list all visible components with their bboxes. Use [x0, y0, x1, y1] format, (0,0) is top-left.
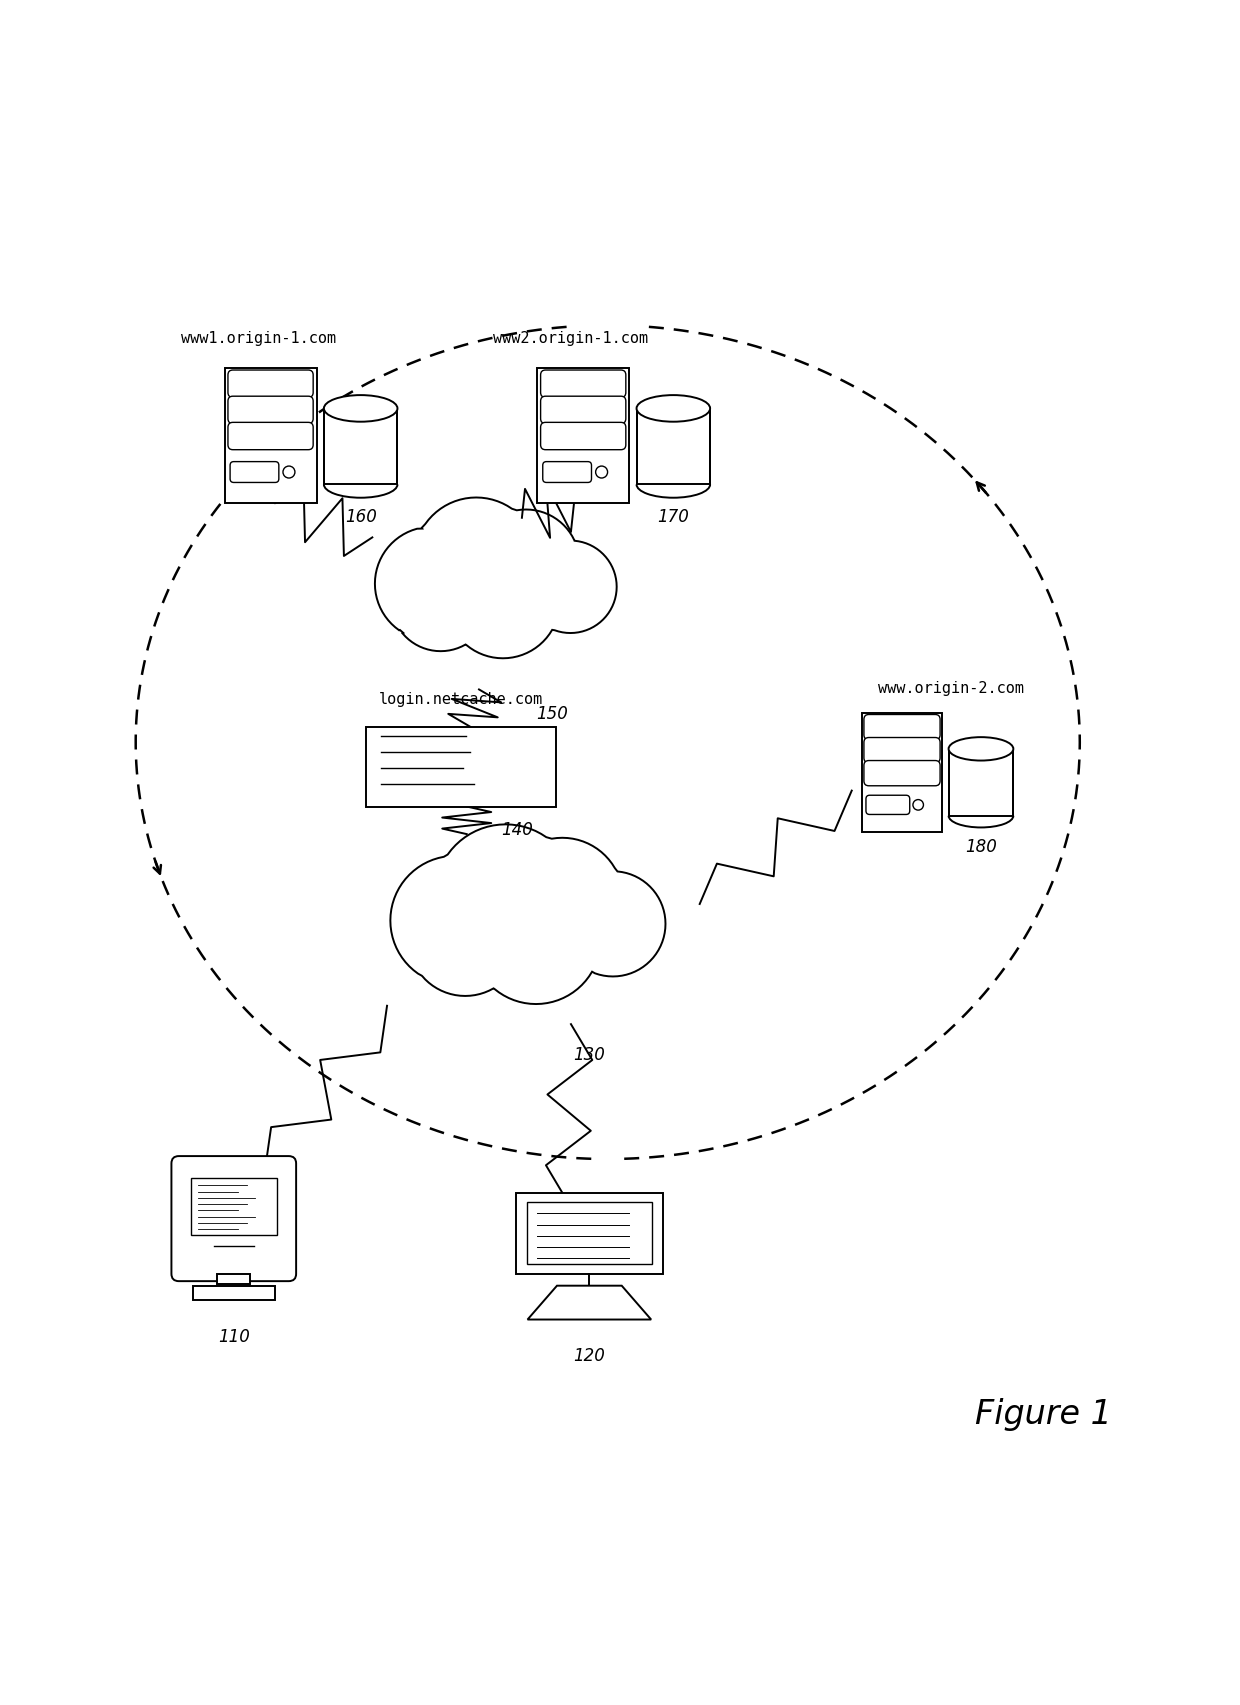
FancyBboxPatch shape	[541, 370, 626, 397]
FancyBboxPatch shape	[541, 396, 626, 423]
Circle shape	[502, 837, 622, 960]
FancyBboxPatch shape	[864, 738, 940, 762]
Text: 160: 160	[345, 508, 377, 525]
Text: 180: 180	[965, 839, 997, 856]
Bar	[324, 409, 398, 484]
Circle shape	[471, 875, 600, 1004]
Text: 150: 150	[537, 706, 568, 723]
Text: www.origin-2.com: www.origin-2.com	[878, 682, 1024, 696]
Text: www2.origin-1.com: www2.origin-1.com	[494, 331, 649, 346]
Circle shape	[435, 824, 577, 967]
Bar	[366, 726, 556, 806]
Bar	[192, 1286, 275, 1301]
Polygon shape	[527, 1286, 651, 1320]
Bar	[516, 1192, 663, 1274]
Circle shape	[391, 856, 520, 985]
Circle shape	[472, 510, 579, 616]
Text: 120: 120	[573, 1347, 605, 1366]
Ellipse shape	[324, 396, 398, 421]
Bar	[527, 1202, 652, 1263]
Text: 110: 110	[218, 1328, 249, 1347]
Circle shape	[560, 871, 666, 977]
Text: Figure 1: Figure 1	[975, 1398, 1111, 1430]
Circle shape	[374, 527, 489, 641]
FancyBboxPatch shape	[228, 396, 314, 423]
Circle shape	[446, 544, 559, 658]
Bar	[636, 409, 711, 484]
Ellipse shape	[636, 396, 711, 421]
Bar	[224, 368, 316, 503]
FancyBboxPatch shape	[543, 462, 591, 483]
Polygon shape	[391, 824, 666, 1004]
Text: 170: 170	[657, 508, 689, 525]
Bar	[537, 368, 629, 503]
Bar	[862, 713, 942, 832]
FancyBboxPatch shape	[171, 1156, 296, 1280]
Text: 130: 130	[573, 1047, 605, 1064]
Circle shape	[525, 540, 616, 633]
Bar	[191, 1178, 277, 1234]
Bar	[217, 1274, 250, 1284]
FancyBboxPatch shape	[864, 760, 940, 786]
Text: www1.origin-1.com: www1.origin-1.com	[181, 331, 336, 346]
FancyBboxPatch shape	[541, 423, 626, 450]
Bar	[949, 748, 1013, 815]
Circle shape	[391, 552, 491, 651]
Text: login.netcache.com: login.netcache.com	[378, 692, 543, 708]
Ellipse shape	[949, 737, 1013, 760]
Polygon shape	[374, 498, 616, 658]
Circle shape	[414, 498, 538, 622]
FancyBboxPatch shape	[866, 795, 910, 815]
FancyBboxPatch shape	[864, 714, 940, 740]
FancyBboxPatch shape	[231, 462, 279, 483]
FancyBboxPatch shape	[228, 423, 314, 450]
Circle shape	[408, 883, 522, 996]
FancyBboxPatch shape	[228, 370, 314, 397]
Text: 140: 140	[502, 822, 533, 839]
